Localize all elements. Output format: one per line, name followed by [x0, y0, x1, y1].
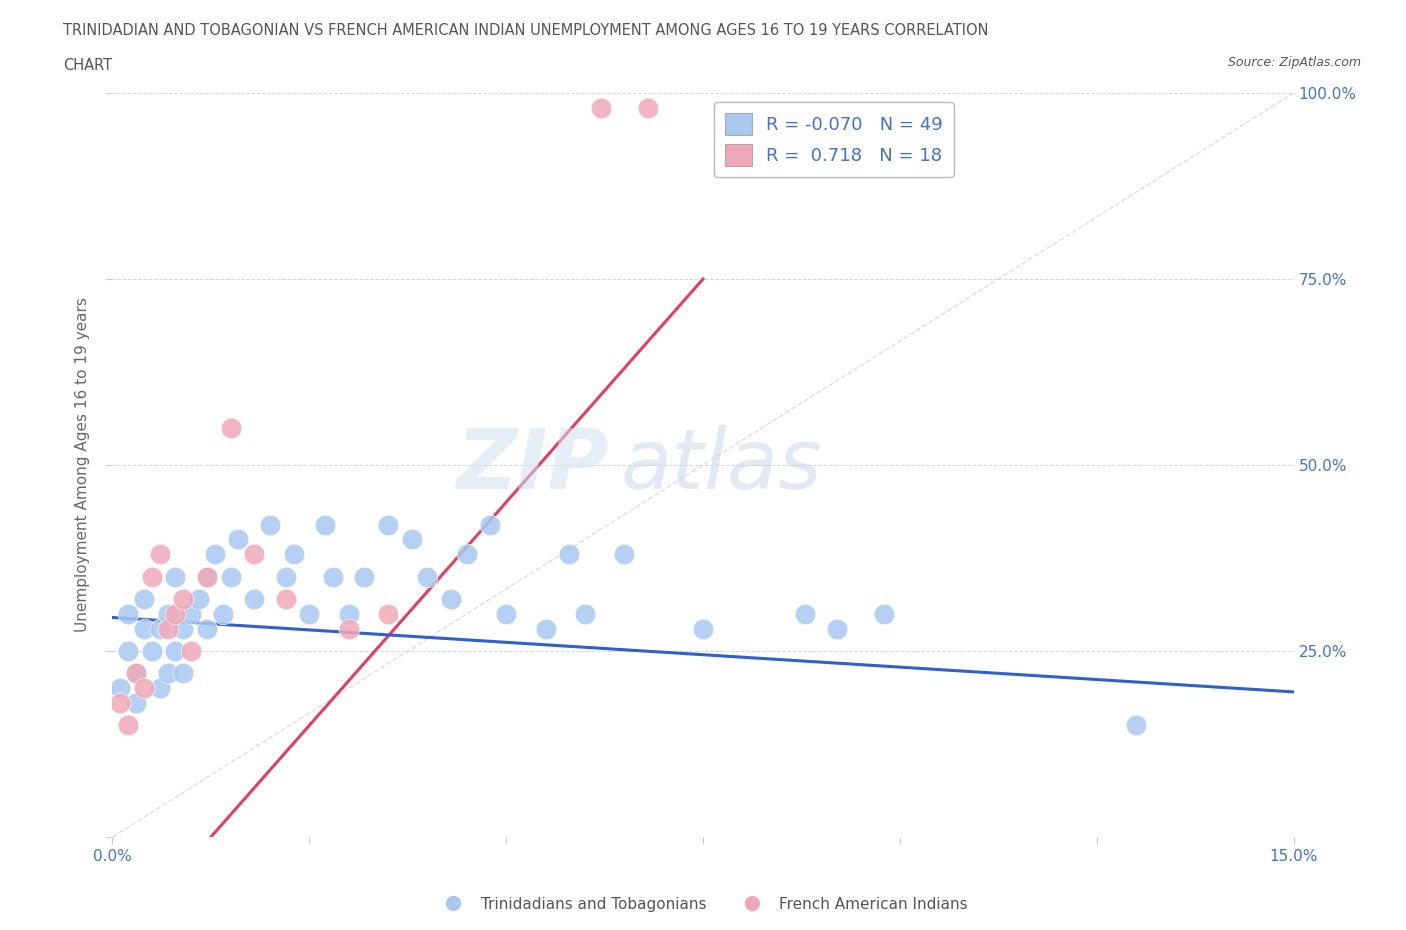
Point: [149, 621, 172, 636]
Text: CHART: CHART: [63, 58, 112, 73]
Point: [825, 621, 848, 636]
Point: [243, 591, 266, 606]
Point: [219, 569, 242, 584]
Point: [337, 621, 360, 636]
Point: [180, 644, 202, 658]
Point: [613, 547, 636, 562]
Point: [377, 606, 399, 621]
Point: [495, 606, 517, 621]
Point: [314, 517, 336, 532]
Point: [692, 621, 714, 636]
Point: [243, 547, 266, 562]
Point: [337, 606, 360, 621]
Y-axis label: Unemployment Among Ages 16 to 19 years: Unemployment Among Ages 16 to 19 years: [75, 298, 90, 632]
Point: [1125, 718, 1147, 733]
Point: [132, 621, 155, 636]
Point: [558, 547, 581, 562]
Point: [149, 547, 172, 562]
Point: [172, 591, 194, 606]
Point: [228, 532, 250, 547]
Point: [479, 517, 502, 532]
Point: [195, 621, 218, 636]
Point: [353, 569, 375, 584]
Point: [165, 606, 187, 621]
Point: [125, 666, 148, 681]
Legend: R = -0.070   N = 49, R =  0.718   N = 18: R = -0.070 N = 49, R = 0.718 N = 18: [714, 102, 953, 177]
Point: [377, 517, 399, 532]
Point: [110, 696, 132, 711]
Point: [132, 591, 155, 606]
Point: [534, 621, 557, 636]
Point: [165, 644, 187, 658]
Text: Source: ZipAtlas.com: Source: ZipAtlas.com: [1227, 56, 1361, 69]
Point: [117, 718, 139, 733]
Point: [156, 621, 179, 636]
Point: [211, 606, 233, 621]
Point: [195, 569, 218, 584]
Text: ZIP: ZIP: [456, 424, 609, 506]
Point: [637, 100, 659, 115]
Point: [204, 547, 226, 562]
Point: [440, 591, 463, 606]
Legend: Trinidadians and Tobagonians, French American Indians: Trinidadians and Tobagonians, French Ame…: [432, 891, 974, 918]
Point: [149, 681, 172, 696]
Point: [298, 606, 321, 621]
Point: [125, 696, 148, 711]
Point: [110, 681, 132, 696]
Point: [156, 606, 179, 621]
Text: TRINIDADIAN AND TOBAGONIAN VS FRENCH AMERICAN INDIAN UNEMPLOYMENT AMONG AGES 16 : TRINIDADIAN AND TOBAGONIAN VS FRENCH AME…: [63, 23, 988, 38]
Point: [283, 547, 305, 562]
Point: [274, 591, 297, 606]
Point: [274, 569, 297, 584]
Point: [195, 569, 218, 584]
Text: atlas: atlas: [620, 424, 823, 506]
Point: [125, 666, 148, 681]
Point: [117, 644, 139, 658]
Point: [117, 606, 139, 621]
Point: [322, 569, 344, 584]
Point: [180, 606, 202, 621]
Point: [141, 569, 163, 584]
Point: [132, 681, 155, 696]
Point: [156, 666, 179, 681]
Point: [172, 621, 194, 636]
Point: [574, 606, 596, 621]
Point: [172, 666, 194, 681]
Point: [873, 606, 896, 621]
Point: [401, 532, 423, 547]
Point: [219, 420, 242, 435]
Point: [589, 100, 612, 115]
Point: [456, 547, 478, 562]
Point: [416, 569, 439, 584]
Point: [188, 591, 211, 606]
Point: [259, 517, 281, 532]
Point: [794, 606, 817, 621]
Point: [165, 569, 187, 584]
Point: [141, 644, 163, 658]
